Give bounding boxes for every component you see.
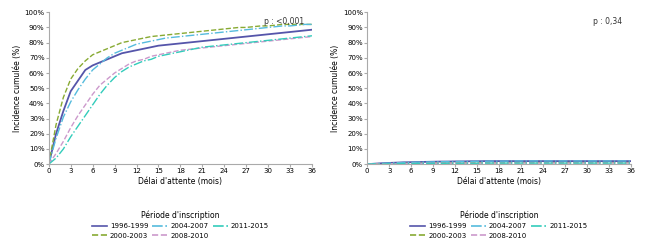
X-axis label: Délai d'attente (mois): Délai d'attente (mois) [457,177,541,186]
Y-axis label: Incidence cumulée (%): Incidence cumulée (%) [13,45,21,132]
Text: p : <0,001: p : <0,001 [264,17,304,26]
Y-axis label: Incidence cumulée (%): Incidence cumulée (%) [332,45,340,132]
Legend: 1996-1999, 2000-2003, 2004-2007, 2008-2010, 2011-2015: 1996-1999, 2000-2003, 2004-2007, 2008-20… [92,210,269,239]
Legend: 1996-1999, 2000-2003, 2004-2007, 2008-2010, 2011-2015: 1996-1999, 2000-2003, 2004-2007, 2008-20… [410,210,588,239]
X-axis label: Délai d'attente (mois): Délai d'attente (mois) [138,177,222,186]
Text: p : 0,34: p : 0,34 [593,17,623,26]
